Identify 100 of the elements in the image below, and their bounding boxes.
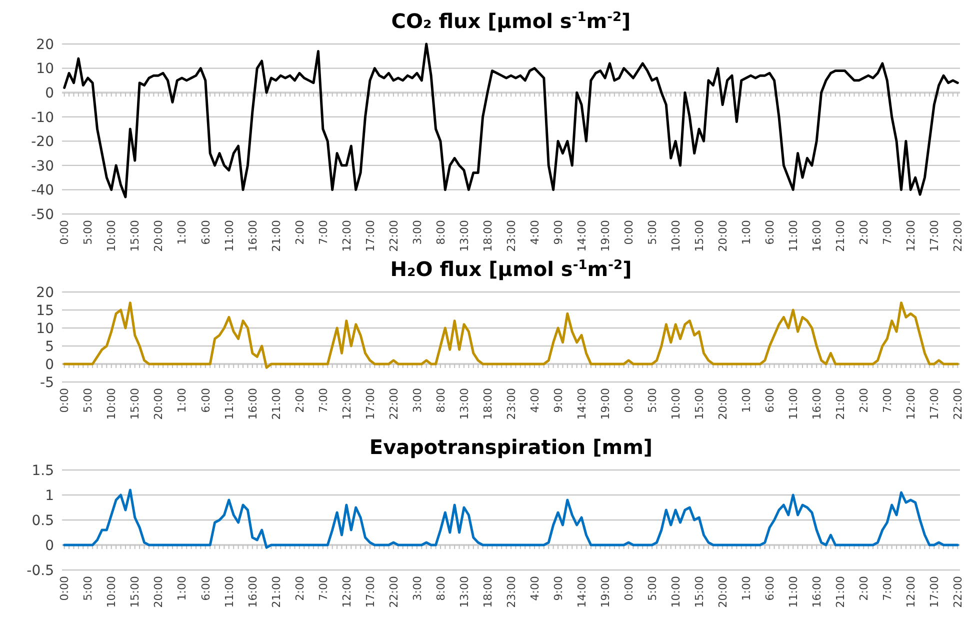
x-tick-label: 22:00: [952, 388, 964, 420]
x-tick-label: 14:00: [575, 220, 588, 252]
x-tick-label: 21:00: [270, 388, 283, 420]
x-tick-label: 12:00: [340, 220, 354, 252]
x-tick-label: 20:00: [716, 220, 730, 252]
x-tick-label: 12:00: [340, 576, 354, 608]
x-tick-label: 15:00: [692, 576, 706, 608]
x-tick-label: 18:00: [481, 576, 494, 608]
x-tick-label: 6:00: [199, 220, 212, 245]
x-tick-label: 16:00: [246, 576, 260, 608]
x-tick-label: 17:00: [928, 388, 941, 420]
y-tick-label: 0.5: [32, 512, 54, 529]
x-tick-label: 21:00: [834, 388, 847, 420]
x-tick-label: 14:00: [575, 388, 588, 420]
x-tick-label: 15:00: [692, 220, 706, 252]
x-tick-label: 1:00: [740, 388, 753, 413]
x-tick-label: 23:00: [504, 220, 518, 252]
x-tick-label: 16:00: [246, 388, 260, 420]
x-tick-label: 16:00: [810, 220, 824, 252]
x-tick-label: 12:00: [904, 220, 918, 252]
x-tick-label: 5:00: [646, 388, 659, 413]
chart-title: Evapotranspiration [mm]: [369, 435, 653, 459]
chart-title: CO₂ flux [µmol s$^{-1}$m$^{-2}$]: [391, 9, 631, 33]
y-tick-label: -20: [31, 134, 54, 150]
x-tick-label: 17:00: [364, 388, 377, 420]
x-tick-label: 12:00: [904, 576, 918, 608]
x-tick-label: 2:00: [857, 220, 870, 245]
x-tick-label: 5:00: [82, 388, 95, 413]
x-tick-label: 9:00: [552, 220, 565, 245]
x-tick-label: 20:00: [152, 576, 166, 608]
x-tick-label: 2:00: [293, 220, 306, 245]
x-tick-label: 21:00: [834, 220, 847, 252]
x-tick-label: 19:00: [598, 388, 612, 420]
chart-title: H₂O flux [µmol s$^{-1}$m$^{-2}$]: [390, 257, 632, 281]
x-tick-label: 16:00: [246, 220, 260, 252]
x-tick-label: 22:00: [952, 576, 964, 608]
y-tick-label: -40: [31, 182, 54, 199]
x-tick-label: 22:00: [952, 220, 964, 252]
x-tick-label: 22:00: [387, 576, 400, 608]
y-tick-label: 15: [36, 302, 54, 319]
x-tick-label: 16:00: [810, 576, 824, 608]
x-tick-label: 6:00: [763, 220, 776, 245]
x-tick-label: 7:00: [316, 576, 330, 601]
x-tick-label: 21:00: [270, 220, 283, 252]
x-tick-label: 17:00: [364, 576, 377, 608]
x-tick-label: 2:00: [857, 576, 870, 601]
x-tick-label: 20:00: [152, 388, 166, 420]
x-tick-label: 5:00: [646, 576, 659, 601]
y-tick-label: 20: [36, 36, 54, 53]
x-tick-label: 11:00: [786, 576, 800, 608]
x-tick-label: 0:00: [58, 388, 72, 413]
x-tick-label: 0:00: [58, 576, 72, 601]
x-tick-label: 10:00: [669, 388, 682, 420]
x-tick-label: 9:00: [552, 388, 565, 413]
line-series: [63, 488, 959, 549]
x-tick-label: 2:00: [857, 388, 870, 413]
x-tick-label: 12:00: [904, 388, 918, 420]
x-tick-label: 10:00: [105, 388, 118, 420]
x-tick-label: 19:00: [598, 576, 612, 608]
x-tick-label: 13:00: [458, 220, 471, 252]
x-tick-label: 1:00: [176, 576, 189, 601]
y-tick-label: -10: [31, 110, 54, 126]
x-tick-label: 15:00: [692, 388, 706, 420]
x-tick-label: 21:00: [270, 576, 283, 608]
x-tick-label: 15:00: [128, 220, 142, 252]
x-tick-label: 17:00: [364, 220, 377, 252]
x-tick-label: 9:00: [552, 576, 565, 601]
x-tick-label: 20:00: [716, 576, 730, 608]
x-tick-label: 14:00: [575, 576, 588, 608]
x-tick-label: 10:00: [669, 576, 682, 608]
y-tick-label: 0: [45, 356, 54, 373]
y-tick-label: -50: [31, 206, 54, 223]
x-tick-label: 22:00: [387, 220, 400, 252]
x-tick-label: 3:00: [410, 576, 424, 601]
x-tick-label: 16:00: [810, 388, 824, 420]
x-tick-label: 11:00: [222, 388, 236, 420]
x-tick-label: 7:00: [316, 388, 330, 413]
x-tick-label: 8:00: [434, 388, 448, 413]
x-tick-label: 6:00: [763, 576, 776, 601]
x-tick-label: 7:00: [880, 388, 894, 413]
x-tick-label: 4:00: [528, 220, 542, 245]
x-tick-label: 18:00: [481, 388, 494, 420]
x-tick-label: 8:00: [434, 220, 448, 245]
x-tick-label: 1:00: [740, 220, 753, 245]
x-tick-label: 15:00: [128, 576, 142, 608]
y-tick-label: 1: [45, 488, 54, 504]
x-tick-label: 20:00: [716, 388, 730, 420]
x-tick-label: 21:00: [834, 576, 847, 608]
x-tick-label: 15:00: [128, 388, 142, 420]
x-tick-label: 19:00: [598, 220, 612, 252]
x-tick-label: 6:00: [199, 388, 212, 413]
x-tick-label: 1:00: [740, 576, 753, 601]
x-tick-label: 17:00: [928, 576, 941, 608]
x-tick-label: 22:00: [387, 388, 400, 420]
x-tick-label: 0:00: [622, 576, 636, 601]
y-tick-label: 1.5: [32, 462, 54, 479]
y-tick-label: 10: [36, 320, 54, 337]
x-tick-label: 12:00: [340, 388, 354, 420]
y-tick-label: -30: [31, 158, 54, 174]
x-tick-label: 4:00: [528, 576, 542, 601]
